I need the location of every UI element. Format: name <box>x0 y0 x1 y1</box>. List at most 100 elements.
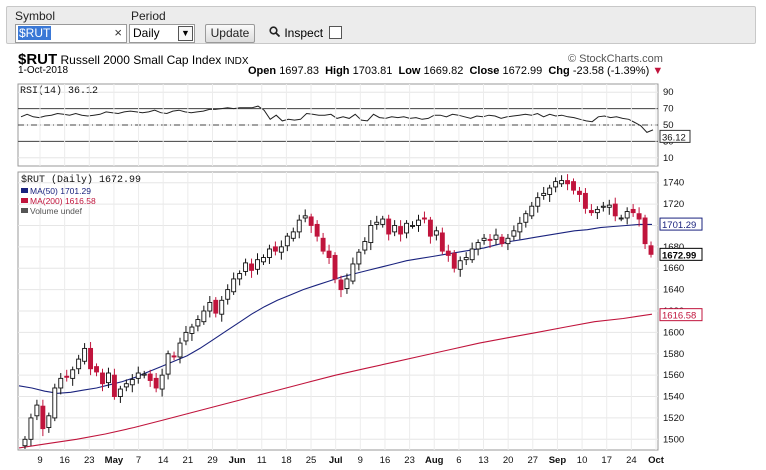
x-tick-label: 23 <box>84 455 95 466</box>
candle-body <box>380 218 386 225</box>
down-arrow-icon: ▼ <box>652 65 664 77</box>
candle-body <box>541 192 547 196</box>
candle-body <box>469 248 475 261</box>
x-tick-label: Jul <box>329 455 343 466</box>
clear-icon[interactable]: × <box>114 25 122 40</box>
candle-body <box>600 205 606 208</box>
chg-label: Chg <box>548 65 570 77</box>
candle-body <box>22 438 28 447</box>
high-label: High <box>325 65 350 77</box>
candle-body <box>577 190 582 195</box>
candle-body <box>302 215 308 219</box>
candle-body <box>320 237 326 252</box>
candle-body <box>64 375 70 378</box>
candle-body <box>636 213 642 220</box>
candle-body <box>296 219 302 233</box>
price-tick-label: 1660 <box>663 263 684 274</box>
x-tick-label: 24 <box>626 455 637 466</box>
price-value-label: 1701.29 <box>662 220 696 231</box>
candle-body <box>451 252 457 269</box>
symbol-heading: $RUT <box>18 51 58 68</box>
inspect-checkbox[interactable] <box>329 26 342 39</box>
x-tick-label: 16 <box>59 455 70 466</box>
candle-body <box>457 260 463 270</box>
candle-body <box>463 257 469 261</box>
price-tick-label: 1720 <box>663 199 684 210</box>
price-tick-label: 1560 <box>663 370 684 381</box>
candle-body <box>195 319 201 327</box>
candle-body <box>165 353 171 375</box>
rsi-tick-label: 10 <box>663 153 674 164</box>
candle-body <box>141 373 147 376</box>
candle-body <box>571 181 576 191</box>
candle-body <box>368 225 374 244</box>
candle-body <box>338 279 344 291</box>
update-button[interactable]: Update <box>205 24 255 43</box>
symbol-label: Symbol <box>15 9 56 23</box>
symbol-input[interactable]: $RUT × <box>15 24 127 43</box>
candle-body <box>147 373 153 381</box>
price-tick-label: 1520 <box>663 413 684 424</box>
candle-body <box>344 278 350 289</box>
candle-body <box>314 223 320 237</box>
inspect-label: Inspect <box>284 26 324 40</box>
candle-body <box>493 234 499 240</box>
candle-body <box>475 242 481 250</box>
close-label: Close <box>469 65 500 77</box>
candle-body <box>82 347 88 362</box>
quote-date: 1-Oct-2018 <box>18 65 69 76</box>
candle-body <box>362 241 368 251</box>
search-icon <box>269 26 281 40</box>
x-tick-label: 20 <box>503 455 514 466</box>
candle-body <box>511 230 517 237</box>
candle-body <box>588 210 594 214</box>
candle-body <box>290 231 296 239</box>
price-value-tag <box>659 247 703 261</box>
x-tick-label: 23 <box>404 455 415 466</box>
candle-body <box>255 259 260 270</box>
candle-body <box>117 388 123 397</box>
x-tick-label: Aug <box>425 455 444 466</box>
inspect-toggle[interactable]: Inspect <box>269 26 323 40</box>
ohlc-summary: Open 1697.83 High 1703.81 Low 1669.82 Cl… <box>248 65 663 77</box>
candle-body <box>159 374 165 390</box>
chart-title: $RUT Russell 2000 Small Cap Index INDX <box>18 51 249 68</box>
candle-body <box>410 225 415 227</box>
candle-body <box>618 217 624 220</box>
period-select[interactable]: Daily ▼ <box>129 24 195 43</box>
open-label: Open <box>248 65 277 77</box>
candle-body <box>207 301 213 312</box>
rsi-tick-label: 90 <box>663 87 674 98</box>
candle-body <box>356 251 362 265</box>
candle-body <box>243 262 249 272</box>
candle-body <box>559 180 565 185</box>
price-value-label: 1672.99 <box>662 250 696 261</box>
candle-body <box>70 369 76 379</box>
legend-swatch <box>21 198 28 203</box>
candle-body <box>261 257 266 263</box>
candle-body <box>517 222 523 233</box>
candle-body <box>427 219 433 237</box>
chevron-down-icon[interactable]: ▼ <box>178 26 193 41</box>
legend-swatch <box>21 208 28 213</box>
candle-body <box>308 216 314 226</box>
candle-body <box>547 187 553 195</box>
x-tick-label: 10 <box>577 455 588 466</box>
candle-body <box>249 263 254 271</box>
candle-body <box>219 299 225 315</box>
x-tick-label: 6 <box>456 455 461 466</box>
legend-label: MA(200) 1616.58 <box>30 196 96 206</box>
candle-body <box>433 230 439 236</box>
x-tick-label: May <box>105 455 124 466</box>
rsi-line <box>20 105 654 133</box>
candle-body <box>278 246 284 253</box>
candle-body <box>332 254 338 280</box>
price-tick-label: 1640 <box>663 285 684 296</box>
candle-body <box>553 181 559 188</box>
candle-body <box>439 232 445 252</box>
candle-body <box>505 237 511 245</box>
ma200-line <box>18 313 653 449</box>
rsi-tick-label: 50 <box>663 120 674 131</box>
rsi-tick-label: 70 <box>663 104 674 115</box>
